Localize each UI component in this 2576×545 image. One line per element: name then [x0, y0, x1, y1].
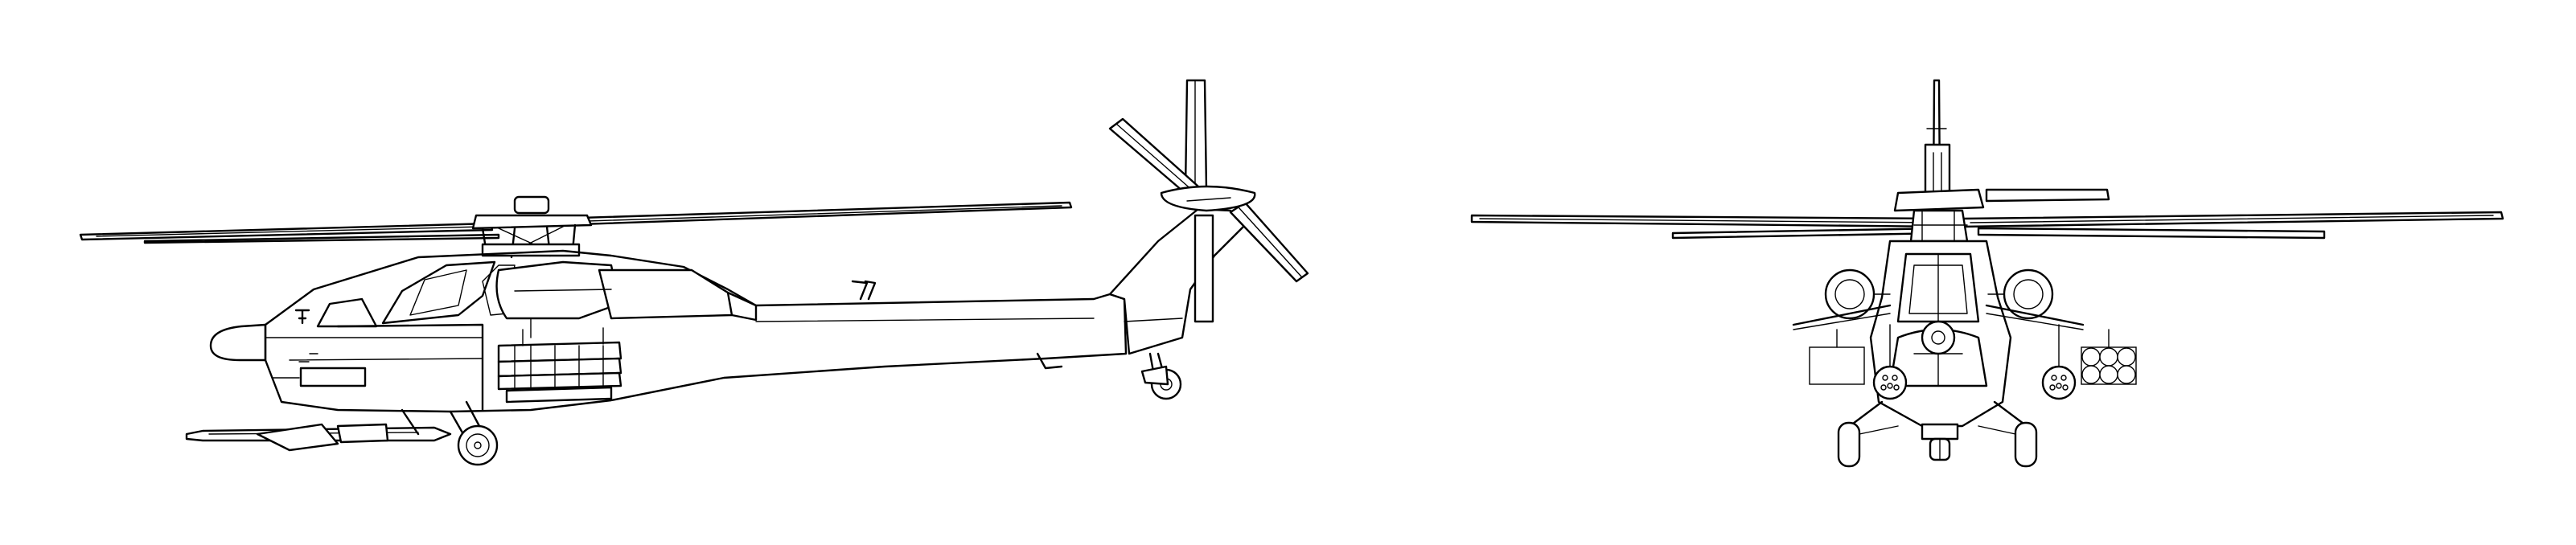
helicopter-side-view [79, 79, 1309, 466]
right-missile-launcher [2041, 365, 2077, 400]
landing-gear-front [1837, 400, 2038, 468]
fuselage-side [209, 207, 1247, 413]
weapon-pods-front [1792, 304, 2137, 400]
helicopter-front-view [1470, 79, 2504, 468]
tail-rotor-side [1108, 79, 1309, 323]
fuselage-front [1824, 240, 2054, 428]
left-rocket-pod [1809, 346, 1865, 385]
main-rotor-front [1470, 79, 2504, 243]
right-rocket-pod [2081, 346, 2137, 385]
left-missile-launcher [1872, 365, 1908, 400]
landing-gear-side [185, 400, 499, 466]
main-rotor-side [79, 195, 1073, 259]
